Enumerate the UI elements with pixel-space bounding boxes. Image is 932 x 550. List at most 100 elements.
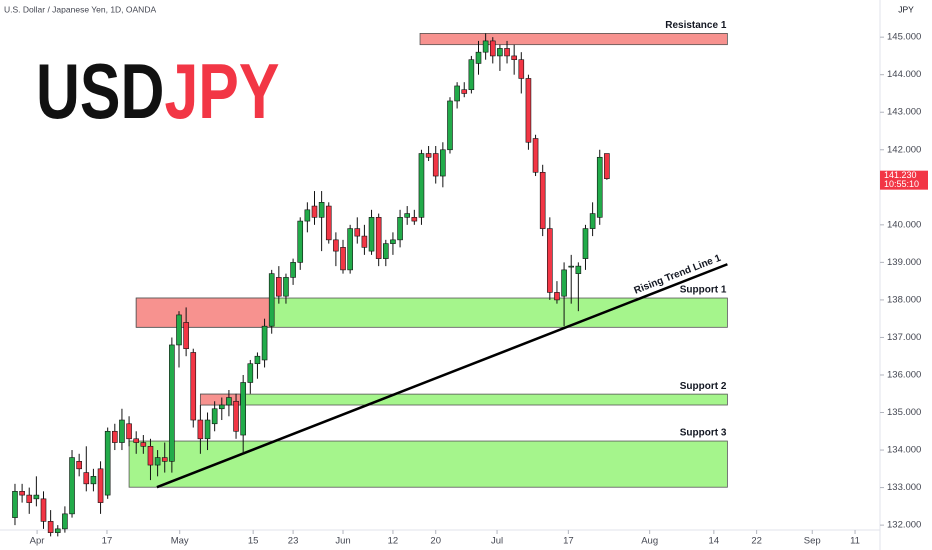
candle-body (83, 472, 90, 485)
candle-body (461, 89, 468, 94)
candle-body (390, 239, 396, 244)
y-tick-label: 140.000 (887, 219, 921, 230)
candle-body (226, 397, 232, 406)
candle-body (561, 269, 567, 297)
x-tick-label: 12 (388, 536, 399, 547)
candle-body (604, 153, 610, 179)
logo-usd: USD (36, 48, 164, 135)
y-tick-label: 138.000 (887, 294, 921, 305)
candle-body (12, 491, 18, 518)
candle-body (525, 78, 532, 143)
candle-body (568, 265, 575, 268)
x-tick-label: 22 (751, 536, 762, 547)
candle-body (333, 239, 339, 252)
zone-label: Support 2 (680, 381, 727, 392)
candle-body (397, 217, 403, 241)
y-tick-label: 132.000 (887, 520, 921, 531)
candle-body (204, 419, 211, 440)
candle-body (454, 85, 460, 102)
candle-body (447, 100, 453, 151)
logo-jpy: JPY (164, 48, 279, 135)
candle-body (325, 205, 332, 241)
candle-body (169, 344, 175, 462)
candle-body (76, 461, 82, 470)
price-label: 141.230 (884, 170, 917, 180)
candle-body (354, 228, 361, 237)
candle-body (425, 153, 432, 158)
candle-body (368, 217, 375, 252)
candle-body (347, 228, 353, 271)
zone (199, 393, 728, 406)
x-tick-label: Jun (335, 536, 350, 547)
y-tick-label: 144.000 (887, 69, 921, 80)
x-tick-label: 14 (709, 536, 720, 547)
candle-body (218, 404, 225, 410)
candle-body (197, 419, 204, 440)
candle-body (539, 171, 546, 229)
candle-body (411, 217, 418, 222)
price-label-box (880, 170, 928, 190)
candle-body (161, 457, 168, 462)
logo-part: USDJPY (36, 48, 279, 135)
candle-body (147, 445, 154, 466)
candle-body (40, 498, 47, 522)
candle-body (247, 363, 254, 383)
candle-body (547, 228, 553, 293)
candle-body (268, 273, 275, 327)
candle-body (504, 48, 510, 57)
candle-body (176, 314, 182, 346)
y-tick-label: 139.000 (887, 257, 921, 268)
candle-body (47, 521, 54, 533)
candle-body (33, 494, 40, 500)
y-tick-label: 137.000 (887, 332, 921, 343)
candle-body (418, 153, 425, 218)
candle-body (233, 400, 239, 432)
candle-body (112, 430, 118, 443)
candle-body (340, 247, 346, 271)
candle-body (183, 322, 189, 350)
y-tick-label: 145.000 (887, 32, 921, 43)
y-tick-label: 142.000 (887, 144, 921, 155)
logo: USDJPY (36, 48, 279, 135)
candle-body (554, 292, 560, 301)
x-tick-label: May (171, 536, 189, 547)
candle-body (589, 213, 596, 229)
candle-body (54, 528, 61, 533)
candle-body (596, 156, 603, 218)
candle-body (383, 243, 389, 259)
candle-body (404, 213, 410, 218)
candle-body (532, 138, 539, 173)
candle-body (375, 217, 382, 259)
candle-body (261, 325, 268, 361)
symbol-title: U.S. Dollar / Japanese Yen, 1D, OANDA (4, 4, 156, 14)
candle-body (575, 265, 582, 274)
zone (128, 440, 728, 488)
candle-body (62, 513, 68, 530)
y-tick-label: 143.000 (887, 107, 921, 118)
candle-body (290, 262, 296, 278)
candle-body (518, 59, 525, 79)
candle-body (254, 355, 261, 365)
candle-body (468, 59, 475, 91)
y-tick-label: 135.000 (887, 407, 921, 418)
x-tick-label: 17 (563, 536, 574, 547)
candle-body (511, 55, 517, 60)
zone (419, 33, 728, 46)
x-tick-label: Sep (804, 536, 821, 547)
candle-body (126, 423, 132, 440)
currency: JPY (898, 4, 914, 14)
candle-body (297, 220, 304, 263)
zone-label: Resistance 1 (665, 20, 727, 31)
zone (135, 297, 271, 328)
candle-body (104, 430, 111, 496)
candle-body (140, 442, 147, 447)
candle-body (497, 48, 503, 57)
candle-body (361, 235, 368, 248)
candle-body (154, 457, 161, 466)
zone-label: Support 3 (680, 428, 727, 439)
y-tick-label: 134.000 (887, 445, 921, 456)
candle-body (276, 277, 282, 297)
candle-body (482, 40, 489, 53)
x-tick-label: Apr (30, 536, 45, 547)
